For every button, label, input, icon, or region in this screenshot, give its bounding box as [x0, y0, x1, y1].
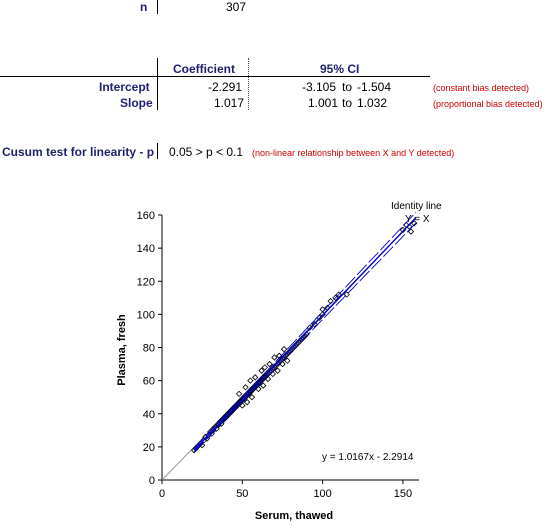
- data-point: [194, 443, 201, 451]
- cusum-label: Cusum test for linearity - p: [2, 145, 155, 159]
- n-value: 307: [226, 0, 247, 14]
- row-intercept-label: Intercept: [99, 80, 150, 94]
- row-slope-ci-low: 1.001: [308, 96, 339, 110]
- table-label-divider: [157, 58, 158, 110]
- data-point: [332, 294, 339, 301]
- n-divider: [157, 0, 158, 14]
- y-tick-label: 160: [137, 210, 155, 222]
- data-point: [282, 352, 289, 359]
- data-point: [280, 345, 288, 353]
- data-point: [271, 364, 278, 371]
- row-slope-ci-sep: to: [342, 96, 353, 110]
- data-point: [190, 447, 198, 454]
- data-point: [271, 354, 278, 361]
- header-coefficient: Coefficient: [173, 62, 236, 76]
- row-intercept-coef: -2.291: [208, 80, 243, 94]
- fit-lines: [193, 212, 417, 453]
- data-point: [247, 377, 254, 384]
- data-point: [272, 362, 280, 369]
- y-tick-label: 60: [143, 376, 155, 388]
- x-tick-label: 100: [313, 488, 331, 500]
- regression-line: [193, 217, 417, 451]
- data-point: [251, 374, 259, 381]
- data-point: [239, 402, 246, 409]
- data-point: [266, 360, 273, 368]
- cusum-value: 0.05 > p < 0.1: [169, 145, 244, 159]
- row-slope-label: Slope: [120, 96, 153, 110]
- data-point: [280, 354, 288, 361]
- data-point: [274, 367, 281, 374]
- data-point: [276, 352, 283, 359]
- row-slope-coef: 1.017: [214, 96, 245, 110]
- y-tick-label: 140: [137, 243, 155, 255]
- row-intercept-ci-low: -3.105: [302, 80, 337, 94]
- row-intercept-ci-high: -1.504: [357, 80, 392, 94]
- data-point: [276, 359, 283, 366]
- x-tick-label: 0: [159, 488, 165, 500]
- data-point: [258, 367, 265, 374]
- ci-lower-line: [193, 222, 417, 453]
- data-point: [248, 394, 256, 401]
- table-top-rule: [0, 76, 430, 77]
- data-point: [261, 364, 268, 371]
- data-point: [284, 357, 291, 364]
- y-tick-label: 120: [137, 276, 155, 288]
- x-axis-label: Serum, thawed: [255, 510, 333, 522]
- data-point: [266, 369, 273, 376]
- data-point: [260, 382, 267, 389]
- y-tick-label: 0: [149, 475, 155, 487]
- data-point: [411, 220, 418, 227]
- row-slope-note: (proportional bias detected): [433, 99, 543, 109]
- table-col-divider: [248, 58, 249, 110]
- regression-equation: y = 1.0167x - 2.2914: [322, 452, 414, 463]
- y-tick-label: 40: [143, 409, 155, 421]
- data-point: [343, 291, 350, 298]
- data-point: [327, 297, 334, 305]
- y-tick-label: 80: [143, 343, 155, 355]
- identity-line-label: Identity line: [391, 201, 442, 212]
- cusum-divider: [157, 143, 158, 159]
- chart-axes: 0 20 40 60 80 100 120 140 160 0 50 100 150: [137, 210, 419, 500]
- x-tick-label: 150: [394, 488, 412, 500]
- header-95ci: 95% CI: [320, 62, 360, 76]
- x-tick-label: 50: [236, 488, 248, 500]
- data-point: [235, 390, 243, 398]
- n-label: n: [140, 0, 148, 14]
- ci-upper-line: [193, 212, 417, 449]
- row-slope-ci-high: 1.032: [357, 96, 388, 110]
- data-point: [274, 360, 281, 368]
- y-axis-label: Plasma, fresh: [116, 314, 128, 386]
- data-point: [242, 384, 249, 391]
- data-point: [243, 398, 251, 406]
- y-tick-label: 100: [137, 309, 155, 321]
- y-tick-label: 20: [143, 442, 155, 454]
- cusum-note: (non-linear relationship between X and Y…: [252, 148, 455, 158]
- data-point: [407, 228, 415, 235]
- data-point: [335, 291, 342, 298]
- data-point: [311, 321, 318, 328]
- row-intercept-ci-sep: to: [342, 80, 353, 94]
- identity-line-equation: Y = X: [405, 214, 430, 225]
- data-point: [192, 445, 199, 452]
- row-intercept-note: (constant bias detected): [433, 83, 530, 93]
